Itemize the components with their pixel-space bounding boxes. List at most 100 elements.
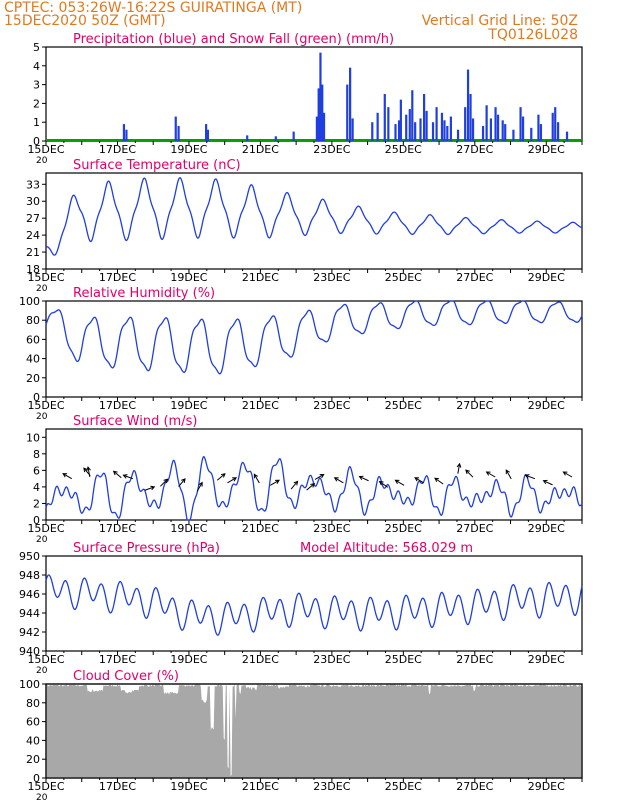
precip-bar <box>422 94 426 141</box>
x-tick-label: 21DEC <box>242 522 279 535</box>
run-id: TQ0126L028 <box>488 27 578 43</box>
wind-arrow <box>196 482 203 492</box>
wind-arrow-head <box>253 473 259 479</box>
precip-bar <box>205 124 208 141</box>
wind-arrow-head <box>163 478 169 484</box>
wind-arrow <box>87 467 91 478</box>
x-tick-label: 15DEC <box>27 522 64 535</box>
x-tick-label: 27DEC <box>456 143 493 156</box>
wind-arrow <box>543 480 553 486</box>
x-tick-label: 29DEC <box>528 522 565 535</box>
precip-bar <box>408 109 411 141</box>
x-tick-label: 29DEC <box>528 143 565 156</box>
year-label: 20 <box>36 535 48 545</box>
y-tick-label: 942 <box>19 626 40 639</box>
wind-arrow-head <box>333 477 339 482</box>
x-tick-label: 25DEC <box>385 271 422 284</box>
wind-arrow-head <box>485 471 491 476</box>
wind-arrow <box>253 474 260 484</box>
precip-bar <box>466 69 470 141</box>
wind-arrow <box>505 469 512 480</box>
wind-arrow-head <box>150 485 156 491</box>
wind-arrow <box>414 477 424 484</box>
wind-arrow <box>216 473 226 481</box>
precip-bar <box>397 120 401 141</box>
precip-bar <box>376 112 379 141</box>
wind-arrow-head <box>456 462 462 468</box>
panel-frame <box>45 300 583 398</box>
y-tick-label: 940 <box>19 645 40 658</box>
precip-bar <box>554 107 557 141</box>
precip-bar <box>321 84 324 141</box>
wind-arrow-head <box>358 475 364 481</box>
wind-arrow <box>563 471 573 478</box>
y-tick-label: 8 <box>33 448 40 461</box>
precip-bar <box>317 88 320 141</box>
precip-bar <box>419 118 422 141</box>
precip-bar <box>496 114 500 141</box>
x-tick-label: 19DEC <box>170 143 207 156</box>
precip-bar <box>122 124 126 141</box>
y-tick-label: 18 <box>26 263 40 276</box>
x-tick-label: 21DEC <box>242 653 279 666</box>
y-tick-label: 2 <box>33 497 40 510</box>
panel-frame <box>45 683 583 779</box>
x-tick-label: 19DEC <box>170 271 207 284</box>
precip-bar <box>274 136 277 141</box>
x-tick-label: 19DEC <box>170 399 207 412</box>
precip-bar <box>485 105 488 141</box>
wind-arrow-head <box>62 473 68 478</box>
y-tick-label: 80 <box>26 314 40 327</box>
x-tick-label: 23DEC <box>313 143 350 156</box>
precip-bar <box>383 94 386 141</box>
precip-bar <box>206 129 209 141</box>
precip-bar <box>556 122 560 141</box>
precip-bar <box>246 135 249 141</box>
panel-title: Relative Humidity (%) <box>73 286 215 301</box>
series-line <box>45 455 583 521</box>
wind-arrow-head <box>378 480 384 486</box>
y-tick-label: 40 <box>26 353 40 366</box>
grid-note: Vertical Grid Line: 50Z <box>421 13 578 29</box>
y-tick-label: 10 <box>26 431 40 444</box>
panel-frame <box>45 555 583 652</box>
wind-arrow-head <box>542 479 548 485</box>
wind-arrow-head <box>414 477 420 482</box>
y-tick-label: 950 <box>19 550 40 563</box>
wind-arrow-head <box>232 477 238 482</box>
precip-bar <box>551 112 554 141</box>
precip-bar <box>322 112 326 141</box>
precip-bar <box>489 118 493 141</box>
y-tick-label: 60 <box>26 333 40 346</box>
precip-bar <box>469 94 472 141</box>
series-line <box>45 574 583 636</box>
x-tick-label: 27DEC <box>456 780 493 793</box>
precip-bar <box>537 114 540 141</box>
panel-title: Cloud Cover (%) <box>73 669 179 684</box>
x-tick-label: 15DEC <box>27 271 64 284</box>
x-tick-label: 25DEC <box>385 143 422 156</box>
x-tick-label: 17DEC <box>99 143 136 156</box>
x-tick-label: 23DEC <box>313 271 350 284</box>
panel-frame <box>45 172 583 270</box>
x-tick-label: 25DEC <box>385 780 422 793</box>
y-tick-label: 3 <box>33 79 40 92</box>
run-date: 15DEC2020 50Z (GMT) <box>4 13 166 29</box>
x-tick-label: 15DEC <box>27 143 64 156</box>
wind-arrow <box>290 481 298 490</box>
x-tick-label: 23DEC <box>313 780 350 793</box>
wind-arrow <box>113 470 122 479</box>
y-tick-label: 0 <box>33 772 40 785</box>
precip-bar <box>464 107 467 141</box>
precip-bar <box>292 131 295 141</box>
y-tick-label: 80 <box>26 697 40 710</box>
precip-bar <box>371 122 374 141</box>
x-tick-label: 29DEC <box>528 653 565 666</box>
x-tick-label: 29DEC <box>528 780 565 793</box>
panel-title: Surface Pressure (hPa) <box>73 541 220 556</box>
x-tick-label: 23DEC <box>313 653 350 666</box>
wind-arrow-head <box>394 479 400 484</box>
x-tick-label: 17DEC <box>99 399 136 412</box>
x-tick-label: 15DEC <box>27 780 64 793</box>
wind-arrow-head <box>524 474 530 479</box>
